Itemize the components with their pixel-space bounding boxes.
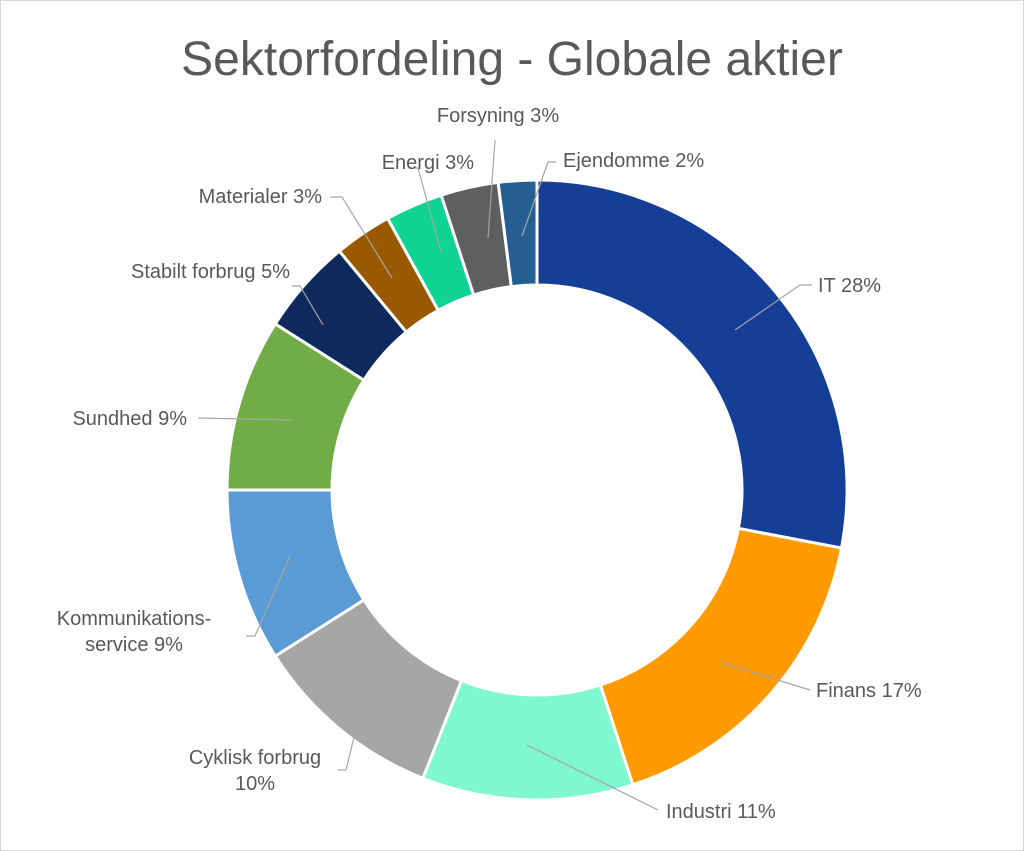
slice-label-4-line-0: Kommunikations- bbox=[57, 608, 212, 630]
slice-labels: IT 28% Finans 17% Industri 11% Cyklisk forb… bbox=[57, 105, 922, 823]
leader-line-4 bbox=[246, 555, 291, 637]
slice-label-3-line-1: 10% bbox=[235, 773, 275, 795]
slice-label-7: Materialer 3% bbox=[199, 186, 323, 208]
slice-label-1: Finans 17% bbox=[816, 680, 922, 702]
slice-label-8: Energi 3% bbox=[382, 152, 474, 174]
slice-label-4-line-1: service 9% bbox=[85, 634, 183, 656]
leader-line-8 bbox=[410, 167, 442, 253]
slice-label-3-line-0: Cyklisk forbrug bbox=[189, 747, 321, 769]
leader-line-0 bbox=[734, 284, 812, 331]
donut-slices bbox=[225, 178, 849, 802]
slice-10 bbox=[496, 178, 539, 289]
leader-line-5 bbox=[197, 417, 293, 421]
leader-line-3 bbox=[338, 736, 355, 771]
slice-0 bbox=[535, 178, 849, 550]
slice-label-9: Forsyning 3% bbox=[437, 105, 559, 127]
chart-title: Sektorfordeling - Globale aktier bbox=[181, 33, 843, 86]
slice-label-6: Stabilt forbrug 5% bbox=[131, 261, 290, 283]
leader-line-6 bbox=[292, 285, 324, 326]
leader-line-10 bbox=[521, 161, 556, 237]
leader-line-7 bbox=[330, 196, 393, 279]
leader-line-9 bbox=[487, 139, 496, 239]
leader-line-2 bbox=[526, 744, 659, 811]
leader-lines bbox=[197, 139, 812, 811]
slice-label-5: Sundhed 9% bbox=[72, 408, 187, 430]
slice-1 bbox=[598, 526, 844, 787]
slice-label-10: Ejendomme 2% bbox=[563, 150, 704, 172]
slice-label-2: Industri 11% bbox=[666, 801, 776, 823]
slice-label-0: IT 28% bbox=[818, 275, 881, 297]
leader-line-1 bbox=[721, 662, 811, 691]
